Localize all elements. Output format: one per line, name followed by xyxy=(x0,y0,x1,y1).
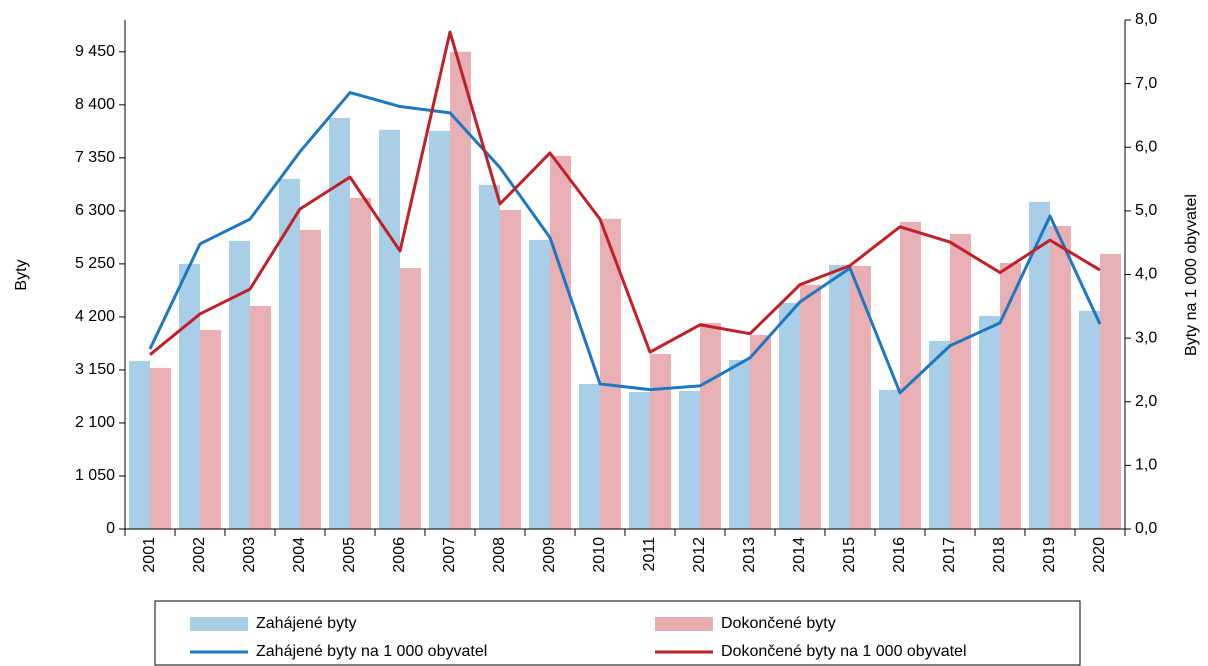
bar xyxy=(300,229,321,530)
bar xyxy=(929,340,950,529)
bar xyxy=(279,178,300,529)
x-tick-label: 2018 xyxy=(991,537,1008,573)
y2-tick-label: 5,0 xyxy=(1135,202,1157,219)
x-tick-label: 2003 xyxy=(241,537,258,573)
y-tick-label: 1 050 xyxy=(75,467,115,484)
bar xyxy=(529,239,550,529)
y-axis-label: Byty xyxy=(13,259,30,290)
bar xyxy=(329,117,350,529)
bar xyxy=(579,383,600,529)
y-tick-label: 7 350 xyxy=(75,149,115,166)
x-tick-label: 2017 xyxy=(941,537,958,573)
x-tick-label: 2019 xyxy=(1041,537,1058,573)
bar xyxy=(150,367,171,529)
line-series xyxy=(149,30,1101,356)
bar xyxy=(429,130,450,529)
bar xyxy=(629,391,650,529)
y2-tick-label: 0,0 xyxy=(1135,520,1157,537)
bar xyxy=(450,51,471,529)
legend-swatch xyxy=(190,617,248,631)
bar xyxy=(1079,310,1100,529)
legend-box xyxy=(154,600,1081,666)
legend-label: Dokončené byty na 1 000 obyvatel xyxy=(721,643,967,660)
x-tick-label: 2016 xyxy=(891,537,908,573)
y-tick-label: 2 100 xyxy=(75,414,115,431)
y-tick-label: 6 300 xyxy=(75,202,115,219)
bar xyxy=(829,264,850,529)
legend-label: Dokončené byty xyxy=(721,615,836,632)
x-tick-label: 2001 xyxy=(141,537,158,573)
y2-tick-label: 1,0 xyxy=(1135,457,1157,474)
bar xyxy=(250,305,271,529)
x-tick-label: 2011 xyxy=(641,537,658,572)
bar xyxy=(550,155,571,529)
bar xyxy=(779,302,800,529)
bar xyxy=(729,359,750,529)
x-tick-label: 2009 xyxy=(541,537,558,573)
legend-label: Zahájené byty xyxy=(256,615,357,632)
x-tick-label: 2006 xyxy=(391,537,408,573)
y2-tick-label: 7,0 xyxy=(1135,75,1157,92)
bar xyxy=(379,129,400,530)
x-tick-label: 2013 xyxy=(741,537,758,573)
x-tick-label: 2008 xyxy=(491,537,508,573)
y2-tick-label: 8,0 xyxy=(1135,11,1157,28)
y-tick-label: 0 xyxy=(106,520,115,537)
legend-label: Zahájené byty na 1 000 obyvatel xyxy=(256,643,487,660)
x-tick-label: 2004 xyxy=(291,537,308,573)
bar xyxy=(129,360,150,529)
bar xyxy=(179,263,200,529)
bar xyxy=(1000,262,1021,529)
bar xyxy=(900,221,921,530)
bar xyxy=(1100,253,1121,529)
bar xyxy=(600,218,621,529)
y2-tick-label: 4,0 xyxy=(1135,266,1157,283)
bar xyxy=(979,315,1000,529)
x-tick-label: 2020 xyxy=(1091,537,1108,573)
bar xyxy=(950,233,971,529)
bar xyxy=(800,284,821,529)
bar xyxy=(350,197,371,529)
bar xyxy=(1050,225,1071,529)
x-tick-label: 2005 xyxy=(341,537,358,573)
bar xyxy=(479,184,500,529)
y2-tick-label: 3,0 xyxy=(1135,329,1157,346)
bar xyxy=(879,389,900,529)
line-series xyxy=(148,91,1102,395)
y2-tick-label: 6,0 xyxy=(1135,138,1157,155)
x-tick-label: 2007 xyxy=(441,537,458,573)
y-tick-label: 3 150 xyxy=(75,361,115,378)
bar xyxy=(650,353,671,529)
x-tick-label: 2010 xyxy=(591,537,608,573)
x-tick-label: 2014 xyxy=(791,537,808,573)
bar xyxy=(400,267,421,529)
bar xyxy=(1029,201,1050,529)
bar xyxy=(700,322,721,529)
y-tick-label: 8 400 xyxy=(75,96,115,113)
y-tick-label: 9 450 xyxy=(75,43,115,60)
bar xyxy=(200,329,221,529)
bar xyxy=(850,265,871,529)
bar xyxy=(750,334,771,529)
x-tick-label: 2012 xyxy=(691,537,708,573)
bar xyxy=(229,240,250,529)
x-tick-label: 2015 xyxy=(841,537,858,573)
y2-tick-label: 2,0 xyxy=(1135,393,1157,410)
y2-axis-label: Byty na 1 000 obyvatel xyxy=(1183,194,1200,356)
y-tick-label: 5 250 xyxy=(75,255,115,272)
legend-swatch xyxy=(655,617,713,631)
y-tick-label: 4 200 xyxy=(75,308,115,325)
bar xyxy=(679,390,700,529)
x-tick-label: 2002 xyxy=(191,537,208,573)
bar xyxy=(500,209,521,529)
